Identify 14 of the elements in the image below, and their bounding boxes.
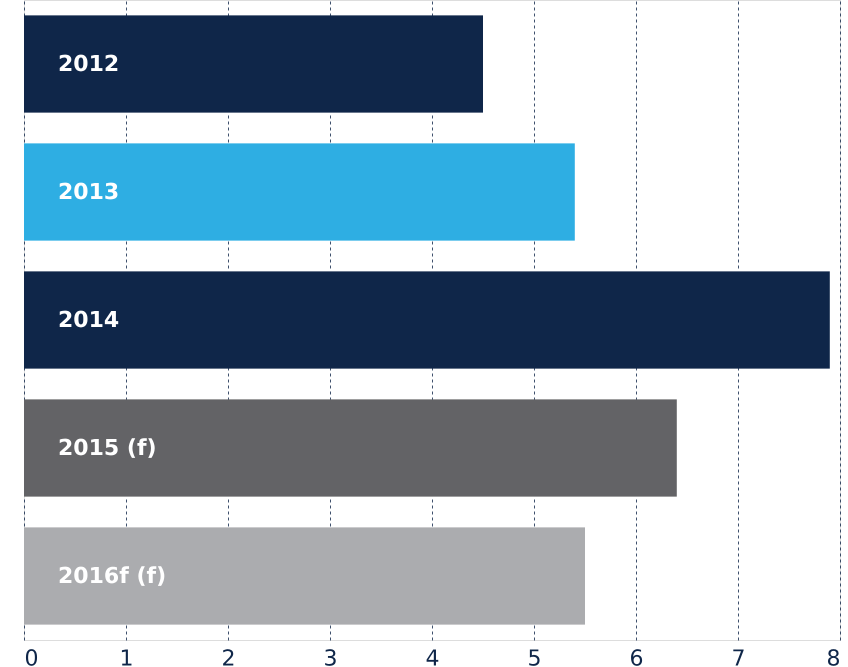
x-tick-label: 0	[24, 646, 38, 667]
y-tick-label: 2014	[58, 308, 120, 333]
x-tick-label: 1	[120, 646, 134, 667]
y-tick-label: 2013	[58, 180, 120, 205]
x-tick-label: 4	[426, 646, 440, 667]
x-tick-label: 8	[826, 646, 840, 667]
x-tick-label: 6	[630, 646, 644, 667]
x-tick-label: 2	[222, 646, 236, 667]
y-tick-label: 2016f (f)	[58, 564, 166, 589]
y-tick-label: 2015 (f)	[58, 436, 157, 461]
x-tick-label: 3	[324, 646, 338, 667]
x-tick-label: 7	[732, 646, 746, 667]
x-tick-label: 5	[528, 646, 542, 667]
y-tick-label: 2012	[58, 52, 120, 77]
